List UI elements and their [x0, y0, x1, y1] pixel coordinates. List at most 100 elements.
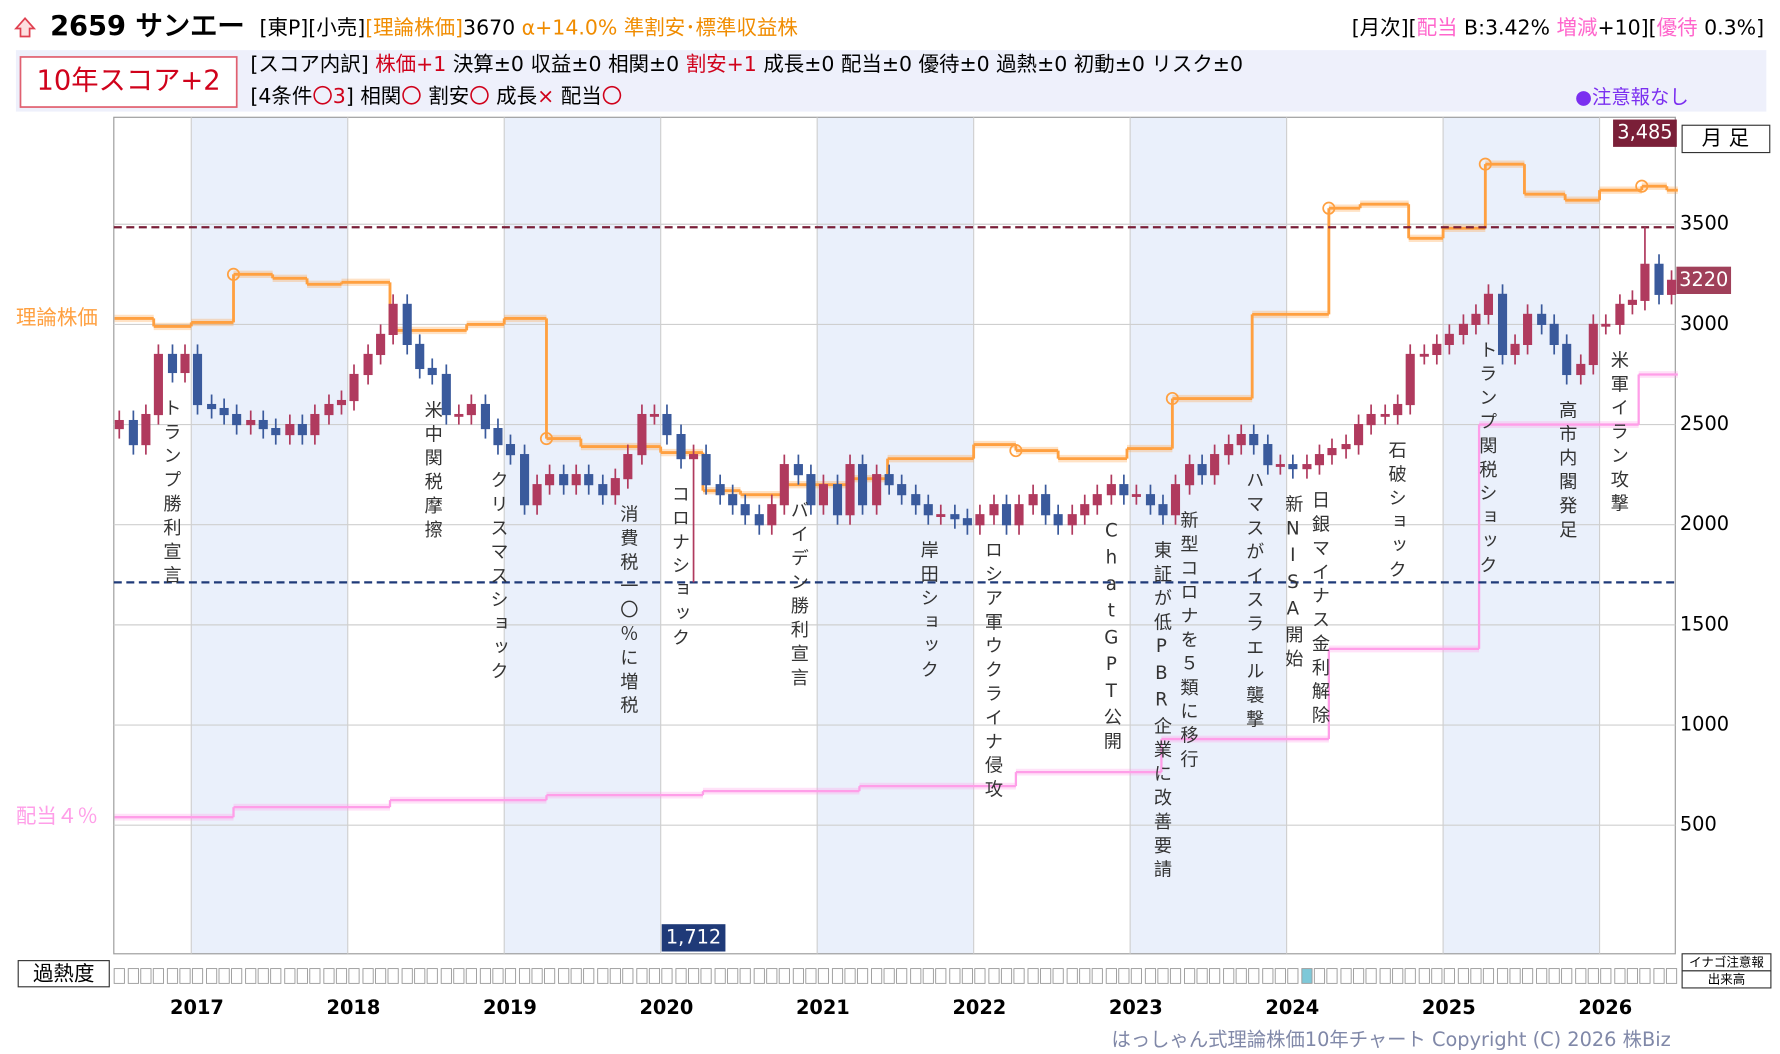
candle-body	[480, 403, 490, 430]
header-segment: 〇	[469, 84, 489, 108]
x-tick-label: 2026	[1578, 996, 1632, 1019]
candle-body	[1302, 464, 1312, 470]
candle-body	[141, 413, 151, 446]
candle-body	[532, 484, 542, 506]
overheat-cell	[1418, 968, 1430, 984]
candle-body	[441, 373, 451, 416]
last-price: 3220	[1679, 268, 1728, 291]
overheat-cell	[426, 968, 438, 984]
candle-body	[1067, 514, 1077, 526]
overheat-cell	[492, 968, 504, 984]
year-band	[817, 117, 974, 954]
overheat-cell	[1169, 968, 1182, 984]
candle-body	[180, 353, 190, 374]
overheat-cell	[739, 968, 751, 984]
event-annotation: 消費税一〇％に増税	[617, 505, 638, 720]
header-segment: ] 相関	[346, 84, 401, 108]
header-segment: B:3.42%	[1458, 16, 1557, 40]
overheat-cell	[1392, 968, 1404, 984]
header-segment: 準割安･標準収益株	[624, 16, 799, 40]
candle-body	[1549, 323, 1559, 346]
year-band	[504, 117, 661, 954]
overheat-cell	[753, 968, 765, 984]
header-segment: ×	[537, 84, 554, 108]
overheat-cell	[1365, 968, 1377, 984]
candle-body	[884, 474, 894, 486]
candle-body	[1106, 484, 1116, 496]
candle-body	[740, 504, 750, 516]
event-annotation: 石破ショック	[1386, 440, 1407, 583]
candle-body	[1210, 454, 1220, 476]
extreme-label: 1,712	[666, 925, 721, 948]
x-tick-label: 2022	[952, 996, 1006, 1019]
overheat-cell	[1223, 968, 1235, 984]
x-tick-label: 2025	[1422, 996, 1476, 1019]
candle-body	[1119, 484, 1129, 496]
candle-body	[1576, 363, 1586, 376]
event-annotation: バイデン勝利宣言	[788, 501, 809, 692]
candle-body	[1419, 353, 1429, 357]
candle-body	[1145, 494, 1156, 506]
candle-body	[1341, 444, 1351, 450]
overheat-cell	[1248, 968, 1260, 984]
candle-body	[1523, 313, 1533, 346]
overheat-cell	[766, 968, 778, 984]
overheat-cell	[1262, 968, 1274, 984]
candle-body	[1640, 263, 1650, 301]
overheat-cell	[440, 968, 452, 984]
overheat-cell	[831, 968, 844, 984]
candle-body	[167, 353, 178, 374]
header-line: [月次][配当 B:3.42% 増減+10][優待 0.3%]	[1352, 16, 1764, 40]
candle-body	[1380, 413, 1390, 417]
candle-body	[1158, 504, 1168, 516]
candle-body	[1170, 484, 1181, 516]
candle-body	[911, 494, 921, 506]
overheat-cell	[309, 968, 321, 984]
score: 10年スコア+2	[37, 66, 221, 97]
candle-body	[1249, 434, 1259, 446]
header-segment: 〇	[602, 84, 622, 108]
overheat-cell	[1235, 968, 1247, 984]
candle-body	[715, 484, 725, 496]
candle-body	[1654, 263, 1664, 295]
y-tick-label: 2500	[1680, 412, 1729, 435]
header-segment: 配当	[1417, 16, 1458, 40]
overheat-cell	[1157, 968, 1169, 984]
y-tick-label: 3000	[1680, 312, 1729, 335]
candle-body	[701, 454, 711, 486]
candle-body	[402, 303, 412, 346]
candle-body	[427, 367, 437, 376]
event-annotation: 米中関税摩擦	[422, 400, 443, 543]
candle-body	[114, 419, 124, 430]
overheat-cell	[661, 968, 673, 984]
candle-body	[388, 303, 398, 335]
event-annotation: 東証が低PBR企業に改善要請	[1151, 541, 1172, 884]
overheat-cell	[1379, 968, 1391, 984]
overheat-cell	[127, 968, 139, 984]
candle-body	[1562, 343, 1572, 376]
overheat-cell	[570, 968, 582, 984]
header-segment: [月次][	[1352, 16, 1417, 40]
header-segment: 優待	[1657, 16, 1698, 40]
overheat-cell	[453, 968, 465, 984]
candle-body	[598, 484, 608, 496]
candle-body	[975, 514, 985, 526]
overheat-cell	[949, 968, 961, 984]
overheat-cell	[1600, 968, 1612, 984]
overheat-cell	[1457, 968, 1470, 984]
overheat-cell	[714, 968, 726, 984]
overheat-cell	[636, 968, 648, 984]
overheat-cell	[1209, 968, 1221, 984]
overheat-cell	[1443, 968, 1455, 984]
overheat-cell	[1522, 968, 1534, 984]
overheat-cell	[1353, 968, 1365, 984]
candle-body	[258, 419, 268, 430]
overheat-cell	[1066, 968, 1078, 984]
y-tick-label: 1500	[1680, 612, 1729, 635]
header-segment: [スコア内訳]	[250, 52, 375, 76]
candle-body	[1314, 454, 1325, 466]
overheat-cell	[218, 968, 230, 984]
candle-body	[818, 484, 828, 506]
x-tick-label: 2020	[639, 996, 693, 1019]
overheat-cell	[1653, 968, 1665, 984]
